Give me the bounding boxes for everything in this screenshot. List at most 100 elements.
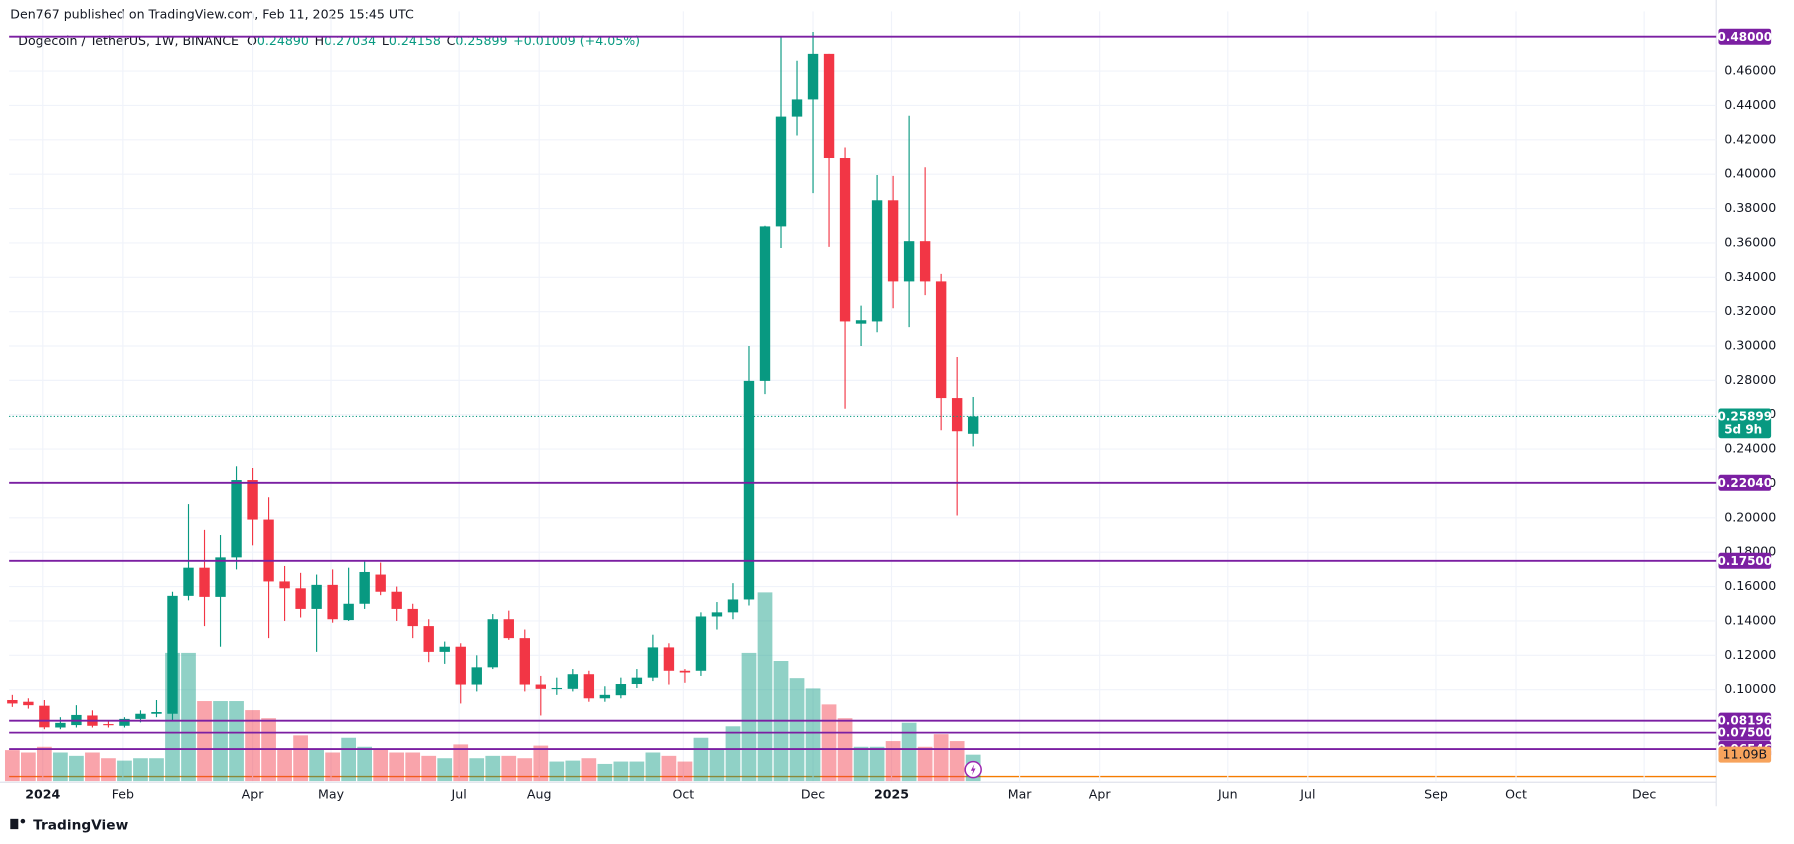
candle-body: [135, 713, 146, 719]
candle-body: [663, 647, 675, 671]
candle-body: [23, 701, 34, 706]
x-tick-label: Jul: [451, 786, 467, 801]
x-tick-label: Apr: [242, 786, 265, 801]
change: +0.01009 (+4.05%): [513, 33, 640, 48]
last-price-label: 0.25899: [1717, 410, 1772, 424]
volume-bar: [181, 652, 196, 782]
candle-body: [791, 99, 803, 117]
x-tick-label: 2024: [25, 786, 60, 801]
candle-body: [695, 616, 707, 671]
volume-bar: [789, 678, 805, 782]
y-tick-label: 0.28000: [1724, 372, 1776, 387]
candle-body: [823, 53, 835, 159]
volume-bar: [37, 746, 52, 782]
candle-body: [967, 416, 979, 434]
candle-body: [455, 646, 466, 685]
volume-bar: [149, 758, 164, 782]
candle-body: [295, 588, 306, 609]
candle-body: [343, 603, 354, 621]
volume-bar: [373, 749, 389, 782]
volume-bar: [501, 755, 517, 782]
x-tick-label: Jun: [1217, 786, 1238, 801]
level-label: 0.48000: [1717, 30, 1772, 44]
volume-bar: [229, 701, 244, 782]
volume-bar: [85, 752, 100, 782]
x-tick-label: Oct: [672, 786, 694, 801]
volume-bar: [565, 760, 581, 782]
volume-bar: [853, 746, 869, 782]
brand-name: TradingView: [33, 818, 128, 834]
brand: TradingView: [10, 818, 129, 834]
volume-bar: [757, 592, 773, 782]
candle-body: [855, 320, 867, 324]
volume-bar: [4, 750, 20, 782]
volume-bar: [613, 761, 629, 782]
candle-body: [583, 674, 595, 699]
candle-body: [231, 480, 242, 558]
candle-body: [263, 519, 274, 582]
y-tick-label: 0.14000: [1724, 612, 1776, 627]
volume-bar: [421, 755, 437, 782]
volume-bar: [357, 746, 373, 782]
candle-body: [55, 722, 66, 728]
plot: [4, 11, 1717, 782]
volume-bar: [581, 758, 597, 782]
volume-bar: [693, 737, 709, 782]
x-tick-label: Jul: [1299, 786, 1315, 801]
volume-bar: [533, 745, 549, 782]
x-tick-label: Dec: [1632, 786, 1656, 801]
volume-bar: [677, 761, 693, 782]
candle-body: [887, 200, 899, 282]
candle-body: [311, 584, 322, 609]
volume-bar: [645, 752, 661, 782]
volume-bar: [597, 763, 613, 782]
event-icon: [970, 763, 976, 776]
volume-bar: [309, 749, 324, 782]
candle-body: [183, 567, 194, 596]
ohlc-value: 0.25899: [455, 33, 507, 48]
candle-body: [871, 200, 883, 322]
symbol: Dogecoin / TetherUS, 1W, BINANCE: [18, 33, 239, 48]
candle-body: [199, 567, 210, 597]
x-tick-label: Mar: [1008, 786, 1033, 801]
candle-body: [519, 638, 530, 685]
candle-body: [39, 705, 50, 728]
level-badge: [1718, 474, 1772, 491]
volume-bar: [53, 752, 68, 782]
volume-bar: [725, 726, 741, 782]
x-tick-label: May: [318, 786, 345, 801]
x-tick-label: Aug: [527, 786, 552, 801]
level-label: 0.17500: [1717, 554, 1772, 568]
candle-body: [215, 557, 226, 597]
candle-body: [247, 480, 258, 520]
volume-bar: [917, 746, 933, 782]
volume-bar: [949, 741, 965, 782]
candle-body: [567, 674, 579, 689]
level-label: 0.08196: [1717, 714, 1772, 728]
candle-body: [391, 591, 402, 609]
volume-bar: [629, 761, 645, 782]
volume-bar: [325, 752, 340, 782]
volume-bar: [901, 722, 917, 782]
volume-bar: [869, 746, 885, 782]
candle-body: [103, 724, 114, 726]
y-tick-label: 0.10000: [1724, 681, 1776, 696]
volume-bar: [453, 744, 469, 782]
x-tick-label: Dec: [801, 786, 825, 801]
candle-body: [743, 380, 755, 600]
volume-bar: [933, 734, 949, 782]
candle-body: [151, 712, 162, 714]
volume-bar: [469, 758, 485, 782]
x-tick-label: 2025: [874, 786, 909, 801]
candle-body: [471, 667, 482, 685]
volume-bar: [245, 710, 260, 782]
y-tick-label: 0.38000: [1724, 200, 1776, 215]
y-tick-label: 0.42000: [1724, 131, 1776, 146]
x-tick-label: Apr: [1089, 786, 1112, 801]
logo-dot: [20, 818, 26, 824]
ohlc-value: 0.24890: [257, 33, 309, 48]
volume-label: 11.09B: [1722, 747, 1767, 762]
y-tick-label: 0.40000: [1724, 166, 1776, 181]
candle-body: [7, 699, 18, 704]
